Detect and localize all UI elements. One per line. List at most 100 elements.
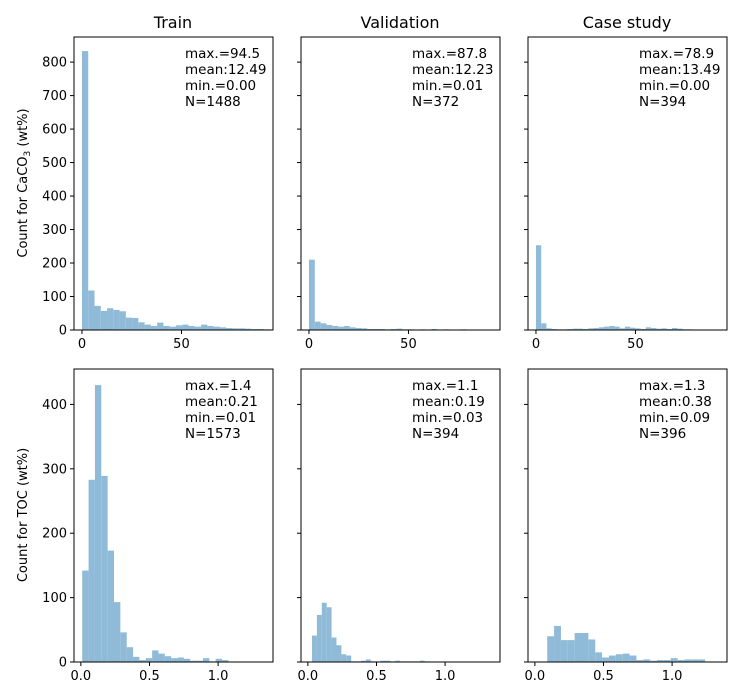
histogram-bar — [663, 660, 671, 662]
histogram-bar — [349, 327, 356, 330]
histogram-bar — [656, 328, 662, 330]
histogram-bar — [150, 325, 158, 330]
histogram-bar — [331, 637, 337, 662]
histogram-bar — [132, 317, 139, 330]
histogram-bar — [396, 328, 403, 330]
histogram-bar — [126, 647, 134, 662]
y-tick-label: 200 — [42, 527, 67, 542]
histogram-bar — [567, 640, 575, 662]
histogram-bar — [82, 570, 89, 662]
histogram-bar — [602, 657, 609, 662]
histogram-bar — [645, 327, 652, 330]
histogram-bar — [380, 660, 386, 662]
histogram-bar — [651, 327, 657, 330]
stats-annotation-line: N=1488 — [185, 94, 241, 110]
histogram-bar — [629, 655, 637, 662]
histogram-bar — [311, 635, 317, 662]
x-tick-label: 50 — [173, 337, 190, 352]
y-tick-label: 400 — [42, 398, 67, 413]
histogram-bar — [158, 653, 165, 662]
histogram-bar — [308, 259, 315, 330]
histogram-bar — [560, 640, 568, 662]
x-tick-label: 0.5 — [366, 669, 387, 684]
histogram-bar — [120, 632, 127, 662]
histogram-bar — [593, 327, 599, 330]
histogram-bar — [360, 660, 366, 662]
stats-annotation-line: N=394 — [639, 94, 686, 110]
histogram-bar — [572, 328, 578, 330]
y-tick-label: 500 — [42, 156, 67, 171]
histogram-bar — [574, 633, 582, 662]
histogram-bar — [144, 324, 151, 330]
histogram-bar — [608, 655, 616, 662]
x-tick-label: 50 — [627, 337, 644, 352]
stats-annotation-line: mean:0.21 — [185, 394, 258, 410]
histogram-bar — [698, 659, 706, 662]
histogram-bar — [635, 328, 641, 330]
histogram-bar — [385, 660, 391, 662]
histogram-bar — [152, 650, 159, 662]
histogram-bar — [139, 660, 146, 662]
histogram-bar — [604, 326, 610, 330]
histogram-bar — [636, 660, 644, 662]
histogram-bar — [677, 328, 683, 330]
histogram-bar — [107, 550, 114, 662]
y-tick-label: 100 — [42, 591, 67, 606]
histogram-bar — [650, 660, 657, 662]
histogram-bar — [202, 658, 210, 662]
histogram-bar — [188, 325, 195, 330]
histogram-bar — [624, 326, 631, 330]
histogram-bar — [81, 51, 89, 331]
y-tick-label: 300 — [42, 462, 67, 477]
x-tick-label: 0.5 — [139, 669, 160, 684]
histogram-bar — [321, 602, 327, 662]
stats-annotation-line: min.=0.03 — [412, 410, 483, 426]
histogram-bar — [355, 327, 362, 330]
histogram-bar — [190, 660, 197, 662]
histogram-bar — [361, 328, 368, 330]
stats-annotation-line: mean:13.49 — [639, 62, 720, 78]
axes-frame — [300, 36, 501, 331]
histogram-bar — [338, 326, 344, 330]
histogram-bar — [419, 660, 425, 662]
stats-annotation-line: max.=78.9 — [639, 46, 714, 62]
stats-annotation-line: mean:0.38 — [639, 394, 712, 410]
x-tick-label: 0 — [305, 337, 313, 352]
row-label-caco3: Count for CaCO3 (wt%) — [16, 108, 33, 257]
y-tick-label: 200 — [42, 257, 67, 272]
histogram-bar — [215, 658, 223, 662]
histogram-bar — [684, 659, 692, 662]
histogram-bar — [341, 654, 347, 662]
histogram-bar — [609, 325, 615, 330]
y-tick-label: 400 — [42, 190, 67, 205]
stats-annotation-line: max.=1.4 — [185, 378, 252, 394]
subplot-train-toc: 0 100 200 300 400 0.0 0.5 1.0 max.=1.4mean:0.21m… — [42, 368, 274, 684]
y-tick-label: 700 — [42, 89, 67, 104]
histogram-bar — [177, 657, 184, 662]
histogram-bar — [316, 614, 322, 662]
x-tick-label: 0 — [532, 337, 540, 352]
axes-frame — [300, 368, 501, 663]
y-tick-label: 300 — [42, 223, 67, 238]
histogram-bar — [196, 660, 203, 662]
y-tick-label: 0 — [59, 656, 67, 671]
histogram-bar — [588, 639, 596, 662]
histogram-bar — [88, 290, 95, 330]
histogram-bar — [226, 327, 233, 330]
histogram-bar — [113, 309, 120, 330]
histogram-bar — [101, 475, 108, 662]
histogram-bar — [691, 659, 699, 662]
histogram-bar — [661, 328, 667, 330]
histogram-bar — [94, 305, 101, 330]
histogram-bar — [643, 659, 651, 662]
histogram-bar — [588, 328, 594, 330]
histogram-bar — [169, 326, 176, 330]
histogram-bar — [546, 328, 552, 330]
histogram-bar — [100, 310, 108, 330]
histogram-bar — [332, 325, 339, 330]
